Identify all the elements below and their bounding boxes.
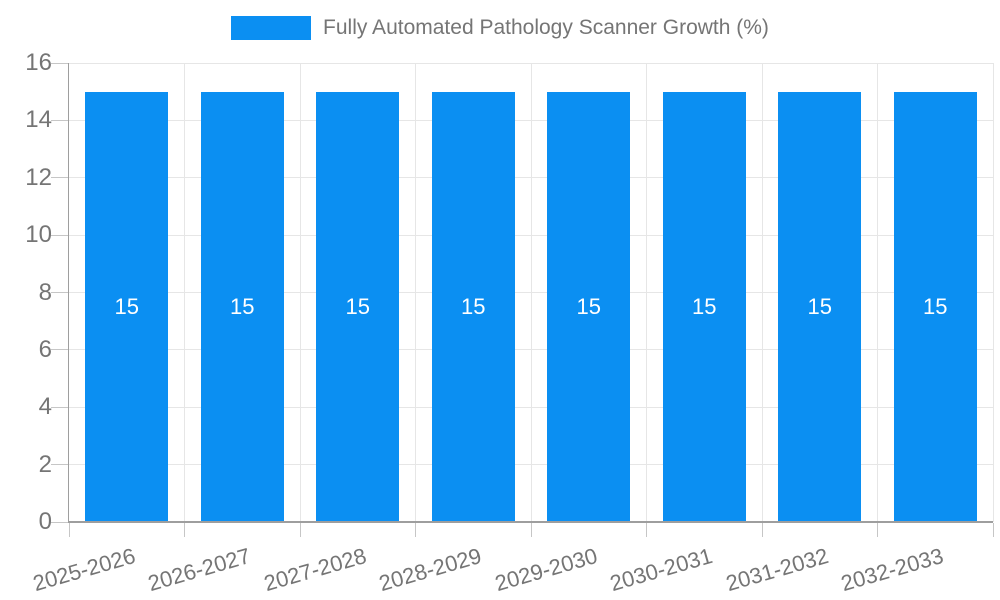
bar	[316, 91, 400, 522]
bar-value-label: 15	[807, 293, 832, 319]
x-axis-label: 2028-2029	[376, 543, 485, 597]
y-axis-label: 16	[25, 49, 52, 76]
bar	[778, 91, 862, 522]
bar-value-label: 15	[923, 293, 948, 319]
x-axis-tick	[646, 523, 647, 537]
y-axis-tick	[51, 119, 68, 121]
x-gridline	[646, 63, 647, 522]
x-gridline	[877, 63, 878, 522]
y-axis-tick	[51, 406, 68, 408]
x-axis-label: 2026-2027	[145, 543, 254, 597]
y-axis-tick	[51, 349, 68, 351]
y-axis-label: 12	[25, 163, 52, 191]
bar	[200, 91, 284, 522]
y-axis-tick	[51, 62, 68, 64]
x-axis-label: 2030-2031	[607, 543, 716, 597]
x-axis-label: 2025-2026	[29, 543, 138, 597]
x-axis-line	[69, 521, 993, 523]
x-axis-label: 2029-2030	[491, 543, 600, 597]
x-axis-tick	[877, 523, 878, 537]
legend-label: Fully Automated Pathology Scanner Growth…	[323, 16, 769, 39]
x-gridline	[761, 63, 763, 522]
x-axis-tick	[415, 523, 416, 537]
x-axis-tick	[530, 523, 532, 537]
bar-value-label: 15	[230, 293, 255, 319]
x-axis-label: 2032-2033	[838, 543, 947, 597]
chart-legend: Fully Automated Pathology Scanner Growth…	[0, 16, 1000, 40]
bar-value-label: 15	[345, 293, 370, 319]
bar	[547, 91, 631, 522]
bar	[85, 91, 169, 522]
y-axis-tick	[51, 521, 68, 523]
y-axis-label: 4	[38, 393, 52, 421]
x-axis-tick	[68, 523, 70, 537]
x-gridline	[992, 63, 994, 522]
x-gridline	[530, 63, 532, 522]
x-gridline	[415, 63, 416, 522]
x-axis-label: 2027-2028	[260, 543, 369, 597]
x-gridline	[299, 63, 301, 522]
y-axis-label: 14	[25, 106, 52, 134]
y-axis-label: 6	[38, 335, 52, 363]
x-gridline	[184, 63, 185, 522]
y-axis-label: 2	[38, 450, 52, 478]
y-axis-line	[68, 63, 69, 523]
y-axis-tick	[51, 234, 68, 236]
x-axis-tick	[761, 523, 763, 537]
y-axis-label: 8	[38, 278, 52, 306]
bar-value-label: 15	[114, 293, 139, 319]
bar	[431, 91, 515, 522]
x-axis-tick	[184, 523, 185, 537]
bar-value-label: 15	[461, 293, 486, 319]
legend-color-swatch	[231, 16, 312, 40]
bar-value-label: 15	[692, 293, 717, 319]
bar	[893, 91, 977, 522]
y-axis-tick	[51, 177, 68, 179]
y-axis-label: 0	[38, 508, 52, 535]
y-axis-label: 10	[25, 221, 52, 249]
bar	[662, 91, 746, 522]
y-axis-tick	[51, 292, 68, 293]
bar-value-label: 15	[576, 293, 601, 319]
x-axis-label: 2031-2032	[722, 543, 831, 597]
y-axis-tick	[51, 464, 68, 466]
x-axis-tick	[992, 523, 994, 537]
x-axis-tick	[299, 523, 301, 537]
